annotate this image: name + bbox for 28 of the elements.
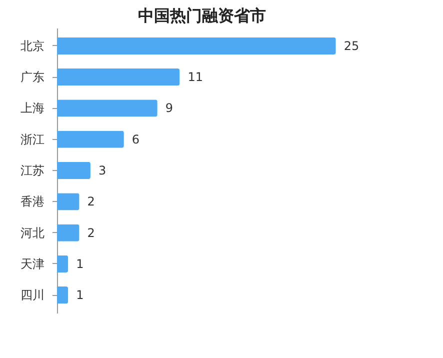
- data-label: 6: [132, 132, 140, 146]
- y-tick-label: 四川: [20, 288, 44, 302]
- data-label: 25: [344, 38, 360, 53]
- y-tick-label: 上海: [20, 101, 44, 116]
- data-label: 3: [98, 164, 106, 178]
- chart-title: 中国热门融资省市: [138, 6, 266, 25]
- bar: [57, 224, 80, 242]
- data-label: 11: [188, 70, 203, 84]
- data-label: 1: [76, 256, 84, 271]
- data-label: 9: [165, 101, 174, 116]
- y-tick-label: 河北: [20, 226, 44, 240]
- data-label: 2: [87, 226, 95, 240]
- data-label: 1: [76, 288, 84, 302]
- data-label: 2: [87, 194, 95, 209]
- bar: [57, 68, 180, 86]
- bar: [57, 162, 90, 180]
- y-tick-label: 浙江: [20, 132, 44, 146]
- y-tick-label: 天津: [20, 256, 44, 271]
- bar: [57, 286, 68, 304]
- bar: [57, 100, 158, 117]
- bar: [57, 193, 80, 210]
- bar: [57, 37, 336, 54]
- y-tick-label: 广东: [20, 70, 44, 84]
- y-tick-label: 香港: [20, 194, 44, 209]
- y-tick-label: 北京: [20, 38, 44, 53]
- bar: [57, 255, 68, 273]
- bar: [57, 130, 124, 148]
- y-tick-label: 江苏: [20, 164, 44, 178]
